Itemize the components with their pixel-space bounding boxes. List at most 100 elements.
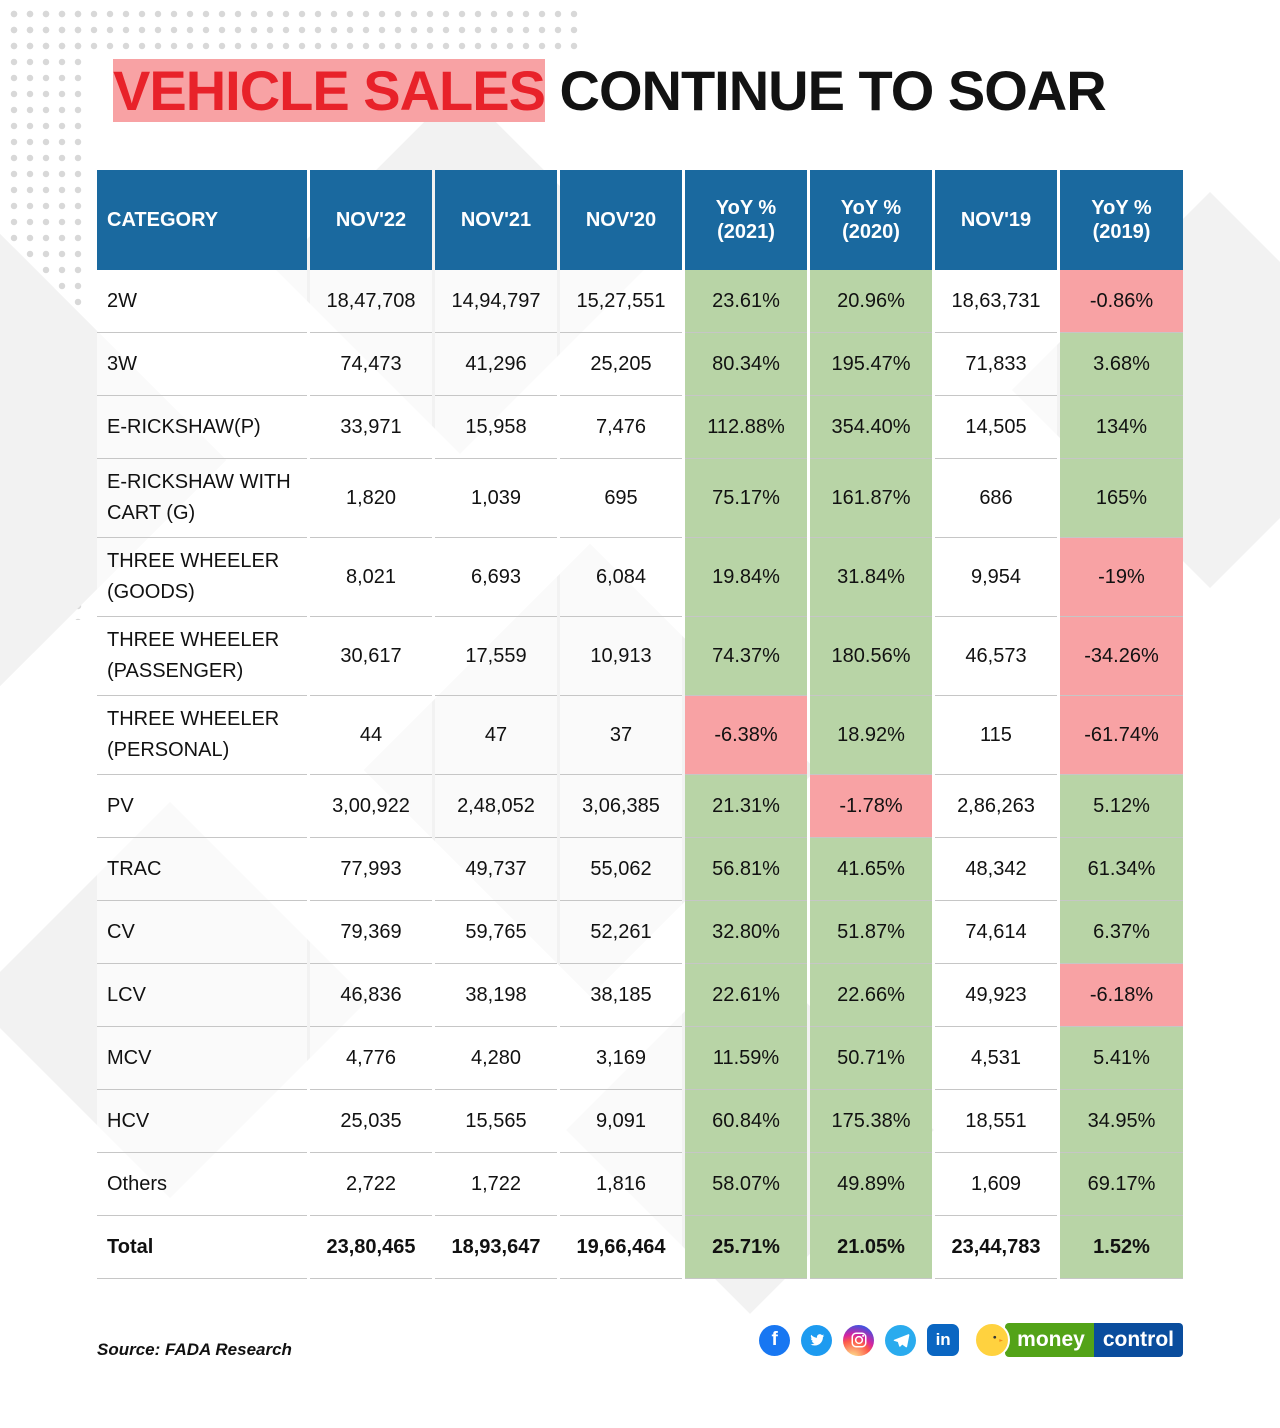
value-cell: 21.05% xyxy=(810,1216,932,1279)
value-cell: 56.81% xyxy=(685,838,807,901)
value-cell: 55,062 xyxy=(560,838,682,901)
sales-table: CATEGORY NOV'22 NOV'21 NOV'20 YoY % (202… xyxy=(97,170,1183,1279)
column-header-nov21: NOV'21 xyxy=(435,170,557,270)
value-cell: 31.84% xyxy=(810,538,932,617)
value-cell: -6.18% xyxy=(1060,964,1183,1027)
value-cell: 354.40% xyxy=(810,396,932,459)
value-cell: 41.65% xyxy=(810,838,932,901)
social-bar: f in money control xyxy=(759,1322,1183,1358)
value-cell: 49.89% xyxy=(810,1153,932,1216)
value-cell: 49,923 xyxy=(935,964,1057,1027)
value-cell: 7,476 xyxy=(560,396,682,459)
value-cell: 3,169 xyxy=(560,1027,682,1090)
category-cell: E-RICKSHAW WITH CART (G) xyxy=(97,459,307,538)
value-cell: 1,820 xyxy=(310,459,432,538)
value-cell: 6,084 xyxy=(560,538,682,617)
value-cell: 1,039 xyxy=(435,459,557,538)
value-cell: 4,531 xyxy=(935,1027,1057,1090)
value-cell: 3.68% xyxy=(1060,333,1183,396)
category-cell: HCV xyxy=(97,1090,307,1153)
value-cell: 21.31% xyxy=(685,775,807,838)
value-cell: 18,551 xyxy=(935,1090,1057,1153)
value-cell: -6.38% xyxy=(685,696,807,775)
value-cell: 3,06,385 xyxy=(560,775,682,838)
category-cell: Total xyxy=(97,1216,307,1279)
category-cell: 2W xyxy=(97,270,307,333)
value-cell: 195.47% xyxy=(810,333,932,396)
value-cell: 22.66% xyxy=(810,964,932,1027)
value-cell: 1,609 xyxy=(935,1153,1057,1216)
column-header-category: CATEGORY xyxy=(97,170,307,270)
dot-pattern-top xyxy=(6,6,586,52)
value-cell: 3,00,922 xyxy=(310,775,432,838)
category-cell: THREE WHEELER (PERSONAL) xyxy=(97,696,307,775)
value-cell: 9,954 xyxy=(935,538,1057,617)
value-cell: 74,473 xyxy=(310,333,432,396)
value-cell: 686 xyxy=(935,459,1057,538)
category-cell: 3W xyxy=(97,333,307,396)
value-cell: 2,86,263 xyxy=(935,775,1057,838)
value-cell: 74.37% xyxy=(685,617,807,696)
value-cell: 695 xyxy=(560,459,682,538)
value-cell: 37 xyxy=(560,696,682,775)
column-header-nov22: NOV'22 xyxy=(310,170,432,270)
value-cell: 50.71% xyxy=(810,1027,932,1090)
value-cell: 161.87% xyxy=(810,459,932,538)
twitter-icon[interactable] xyxy=(801,1324,833,1356)
value-cell: 75.17% xyxy=(685,459,807,538)
value-cell: 175.38% xyxy=(810,1090,932,1153)
category-cell: PV xyxy=(97,775,307,838)
value-cell: 22.61% xyxy=(685,964,807,1027)
value-cell: 15,958 xyxy=(435,396,557,459)
moneycontrol-money-text: money xyxy=(1005,1323,1094,1357)
value-cell: 17,559 xyxy=(435,617,557,696)
value-cell: -61.74% xyxy=(1060,696,1183,775)
page-title: VEHICLE SALES CONTINUE TO SOAR xyxy=(113,58,1107,123)
instagram-camera-glyph xyxy=(851,1332,867,1348)
value-cell: 69.17% xyxy=(1060,1153,1183,1216)
moneycontrol-chick-icon xyxy=(974,1322,1011,1358)
value-cell: 44 xyxy=(310,696,432,775)
value-cell: 9,091 xyxy=(560,1090,682,1153)
category-cell: LCV xyxy=(97,964,307,1027)
value-cell: 1.52% xyxy=(1060,1216,1183,1279)
value-cell: 32.80% xyxy=(685,901,807,964)
value-cell: 23.61% xyxy=(685,270,807,333)
column-header-yoy2019: YoY % (2019) xyxy=(1060,170,1183,270)
value-cell: 34.95% xyxy=(1060,1090,1183,1153)
value-cell: -0.86% xyxy=(1060,270,1183,333)
value-cell: 23,44,783 xyxy=(935,1216,1057,1279)
value-cell: 38,185 xyxy=(560,964,682,1027)
value-cell: 46,836 xyxy=(310,964,432,1027)
category-cell: TRAC xyxy=(97,838,307,901)
value-cell: 4,776 xyxy=(310,1027,432,1090)
category-cell: Others xyxy=(97,1153,307,1216)
value-cell: 14,94,797 xyxy=(435,270,557,333)
linkedin-icon[interactable]: in xyxy=(927,1324,960,1356)
category-cell: THREE WHEELER (PASSENGER) xyxy=(97,617,307,696)
value-cell: 18,93,647 xyxy=(435,1216,557,1279)
facebook-icon[interactable]: f xyxy=(759,1324,791,1356)
value-cell: 41,296 xyxy=(435,333,557,396)
column-header-nov20: NOV'20 xyxy=(560,170,682,270)
telegram-plane-glyph xyxy=(893,1334,909,1348)
value-cell: 112.88% xyxy=(685,396,807,459)
value-cell: 38,198 xyxy=(435,964,557,1027)
telegram-icon[interactable] xyxy=(885,1324,917,1356)
moneycontrol-logo: money control xyxy=(974,1322,1183,1358)
value-cell: 25,035 xyxy=(310,1090,432,1153)
value-cell: 80.34% xyxy=(685,333,807,396)
instagram-icon[interactable] xyxy=(843,1324,875,1356)
value-cell: 15,27,551 xyxy=(560,270,682,333)
value-cell: 4,280 xyxy=(435,1027,557,1090)
value-cell: 18,63,731 xyxy=(935,270,1057,333)
value-cell: 10,913 xyxy=(560,617,682,696)
value-cell: 19.84% xyxy=(685,538,807,617)
value-cell: 180.56% xyxy=(810,617,932,696)
category-cell: THREE WHEELER (GOODS) xyxy=(97,538,307,617)
value-cell: 46,573 xyxy=(935,617,1057,696)
value-cell: 51.87% xyxy=(810,901,932,964)
value-cell: 77,993 xyxy=(310,838,432,901)
title-accent: VEHICLE SALES xyxy=(113,59,546,122)
value-cell: 52,261 xyxy=(560,901,682,964)
